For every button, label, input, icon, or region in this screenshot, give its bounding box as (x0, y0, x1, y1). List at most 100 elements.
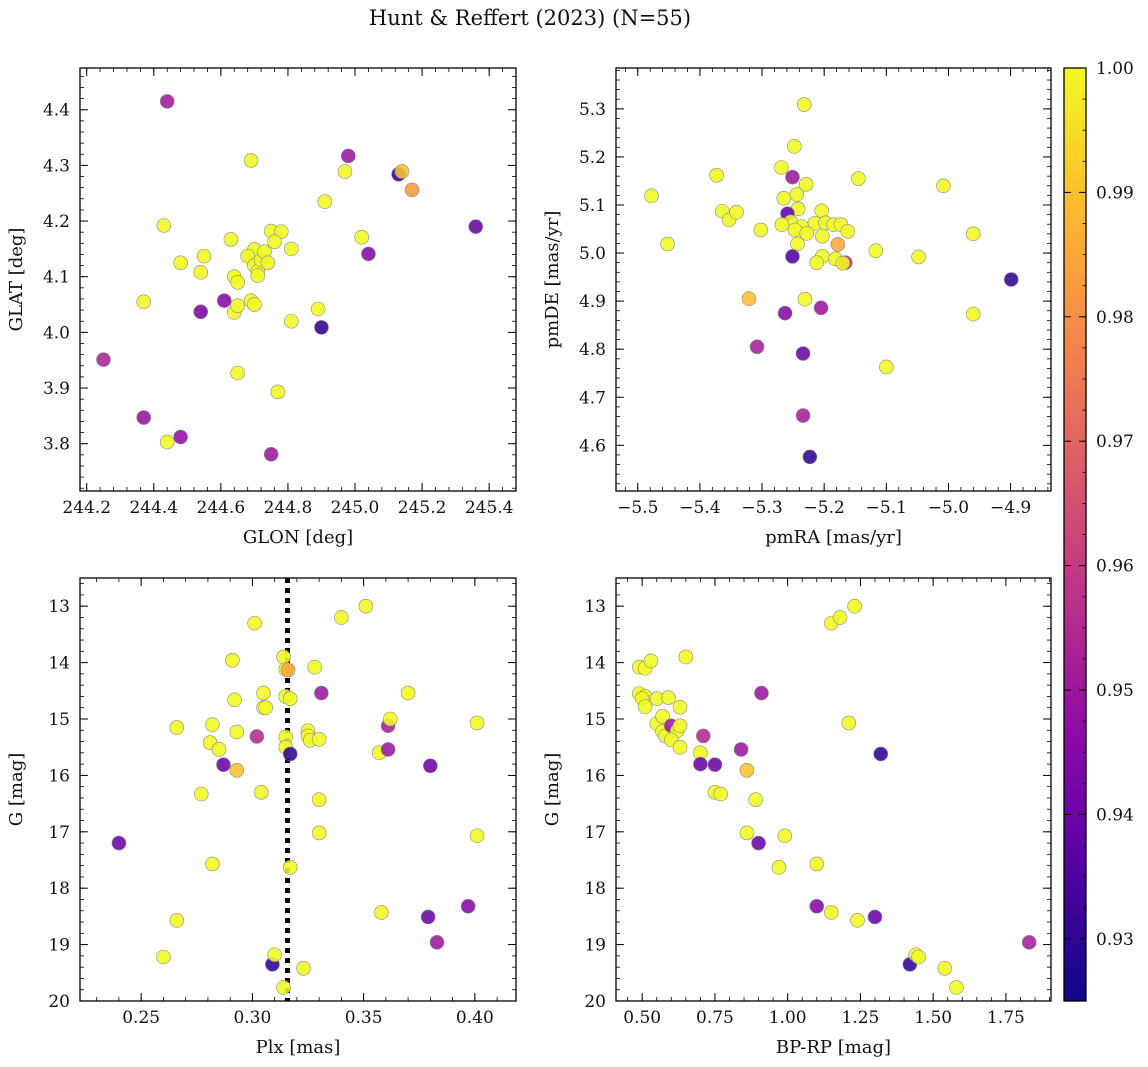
data-point (802, 449, 818, 465)
data-point (404, 182, 420, 198)
data-point (307, 659, 322, 675)
y-tick-label: 5.3 (579, 100, 606, 120)
x-tick-label: 0.40 (456, 1008, 494, 1028)
data-point (790, 236, 805, 252)
data-point (267, 947, 282, 963)
points (631, 598, 1037, 995)
data-point (774, 217, 790, 233)
x-tick-label: 244.8 (264, 498, 313, 518)
data-point (469, 715, 485, 731)
x-tick-label: 244.6 (197, 498, 246, 518)
panel-glon-glat: 244.2 244.4 244.6 244.8 245.0 245.2 245.4 3.8 3.… (6, 67, 517, 548)
data-point (296, 960, 311, 976)
y-tick-label: 16 (48, 766, 70, 786)
data-point (785, 169, 800, 185)
y-tick-label: 5.0 (579, 244, 606, 264)
data-point (672, 699, 688, 715)
data-point (156, 218, 172, 233)
data-point (136, 410, 152, 425)
data-point (159, 434, 175, 450)
data-point (400, 685, 416, 701)
data-point (256, 685, 271, 701)
data-point (310, 301, 326, 317)
data-point (429, 935, 445, 950)
data-point (223, 232, 239, 247)
data-point (156, 949, 171, 965)
data-point (851, 171, 866, 186)
data-point (771, 860, 787, 875)
data-point (247, 615, 262, 631)
data-point (374, 905, 389, 920)
data-point (873, 746, 889, 762)
data-point (777, 305, 793, 321)
data-point (258, 700, 274, 716)
data-point (748, 792, 763, 807)
colorbar-tick-label: 0.93 (1096, 930, 1134, 950)
data-point (835, 255, 851, 271)
data-point (729, 204, 744, 220)
data-point (469, 828, 485, 844)
data-point (867, 909, 883, 925)
data-point (693, 756, 708, 772)
data-point (1021, 935, 1037, 950)
data-point (777, 828, 793, 844)
y-tick-label: 20 (584, 992, 606, 1012)
data-point (229, 724, 245, 740)
data-point (841, 715, 857, 731)
data-point (311, 792, 327, 807)
data-point (949, 980, 964, 995)
y-tick-label: 19 (584, 936, 606, 956)
x-axis-label: BP-RP [mag] (776, 1037, 891, 1058)
plot-frame (615, 67, 1052, 492)
data-point (637, 699, 653, 714)
data-point (655, 708, 670, 724)
data-point (911, 949, 926, 965)
data-point (173, 255, 188, 271)
colorbar-tick-label: 0.95 (1096, 681, 1134, 701)
panel-pmra-pmde: −5.5 −5.4 −5.3 −5.2 −5.1 −5.0 −4.9 4.6 4.7 4.8 4.9… (542, 67, 1052, 548)
data-point (773, 160, 789, 175)
x-tick-label: −5.2 (804, 498, 845, 518)
data-point (678, 649, 694, 665)
data-point (280, 662, 296, 678)
data-point (394, 164, 410, 179)
x-tick-label: 1.00 (769, 1008, 807, 1028)
data-point (840, 224, 856, 239)
data-point (341, 148, 356, 164)
y-tick-label: 17 (48, 823, 70, 843)
y-tick-label: 5.1 (579, 196, 606, 216)
data-point (749, 339, 765, 355)
data-point (230, 365, 245, 381)
x-tick-label: 1.75 (987, 1008, 1025, 1028)
data-point (644, 188, 659, 204)
data-point (243, 153, 259, 168)
data-point (196, 248, 212, 264)
y-axis-label: G [mag] (542, 753, 563, 826)
data-point (850, 913, 865, 928)
y-tick-label: 18 (584, 879, 606, 899)
data-point (753, 222, 769, 238)
y-tick-label: 15 (48, 710, 70, 730)
data-point (713, 786, 729, 802)
data-point (383, 711, 398, 727)
data-point (169, 720, 185, 735)
x-tick-label: 0.25 (122, 1008, 160, 1028)
data-point (193, 304, 209, 320)
data-point (798, 177, 814, 192)
y-tick-label: 14 (48, 654, 70, 674)
data-point (809, 255, 825, 270)
colorbar-tick-label: 0.98 (1096, 308, 1134, 328)
y-tick-label: 14 (584, 654, 606, 674)
y-tick-label: 15 (584, 710, 606, 730)
data-point (247, 297, 262, 312)
y-tick-label: 16 (584, 766, 606, 786)
data-point (815, 228, 830, 244)
y-tick-label: 4.4 (43, 101, 70, 121)
y-tick-label: 4.3 (43, 156, 70, 176)
data-point (225, 653, 240, 668)
data-point (813, 300, 829, 316)
y-tick-label: 3.9 (43, 379, 70, 399)
data-point (205, 856, 220, 872)
data-point (169, 913, 185, 928)
x-tick-label: 1.25 (841, 1008, 879, 1028)
